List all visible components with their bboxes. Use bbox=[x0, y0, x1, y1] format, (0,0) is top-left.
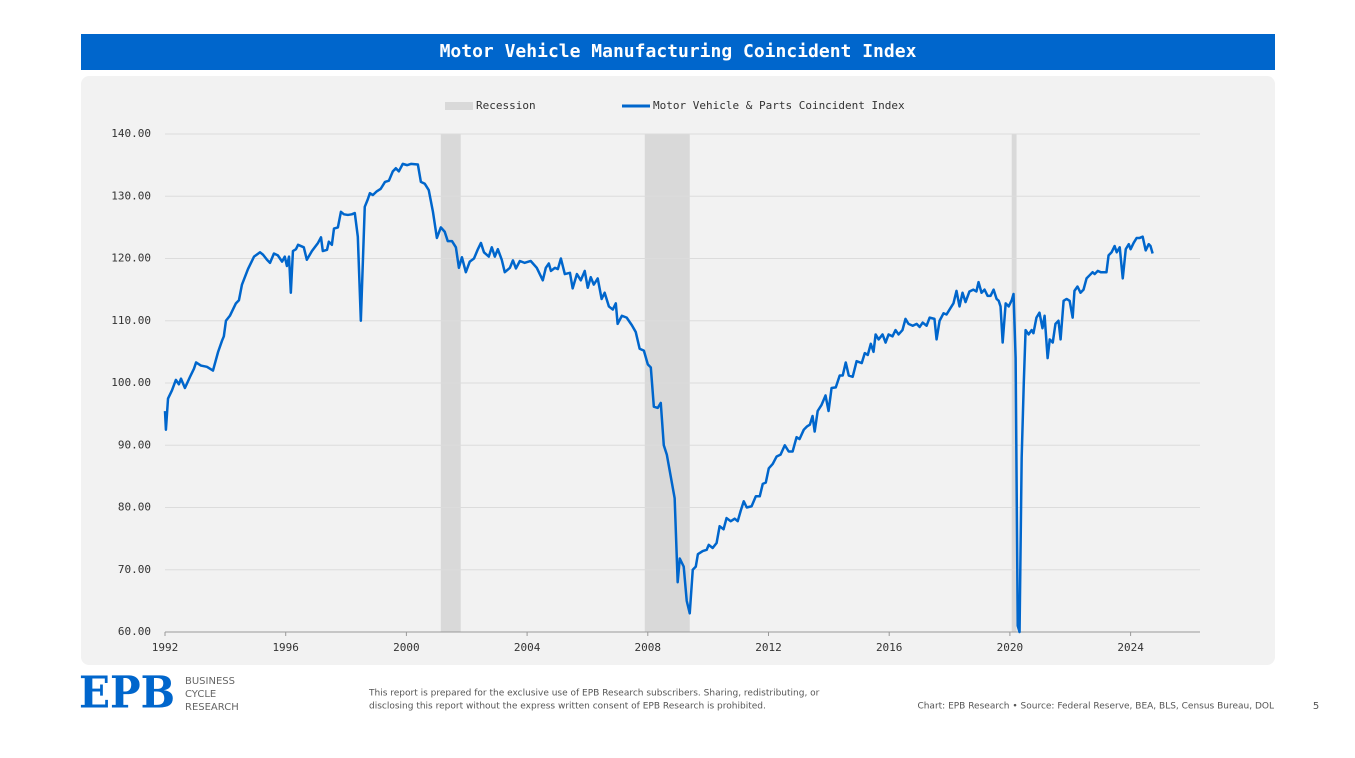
x-tick-label: 1996 bbox=[272, 641, 299, 654]
brand-line: BUSINESS bbox=[185, 676, 235, 687]
title-banner bbox=[81, 34, 1275, 70]
disclaimer: This report is prepared for the exclusiv… bbox=[368, 689, 820, 699]
y-tick-label: 110.00 bbox=[111, 314, 151, 327]
y-tick-label: 120.00 bbox=[111, 252, 151, 265]
chart-title: Motor Vehicle Manufacturing Coincident I… bbox=[440, 41, 917, 62]
x-tick-label: 1992 bbox=[152, 641, 179, 654]
y-tick-label: 100.00 bbox=[111, 376, 151, 389]
legend-label: Motor Vehicle & Parts Coincident Index bbox=[653, 99, 905, 112]
x-tick-label: 2016 bbox=[876, 641, 903, 654]
y-tick-label: 80.00 bbox=[118, 501, 151, 514]
x-tick-label: 2012 bbox=[755, 641, 782, 654]
x-tick-label: 2020 bbox=[997, 641, 1024, 654]
brand-line: CYCLE bbox=[185, 689, 216, 700]
y-tick-label: 90.00 bbox=[118, 438, 151, 451]
y-tick-label: 140.00 bbox=[111, 127, 151, 140]
y-tick-label: 60.00 bbox=[118, 625, 151, 638]
brand-line: RESEARCH bbox=[185, 702, 239, 713]
disclaimer: disclosing this report without the expre… bbox=[369, 702, 766, 712]
page-number: 5 bbox=[1313, 701, 1319, 712]
series-line bbox=[163, 162, 1154, 634]
x-tick-label: 2004 bbox=[514, 641, 541, 654]
x-tick-label: 2008 bbox=[635, 641, 662, 654]
x-tick-label: 2000 bbox=[393, 641, 420, 654]
legend-swatch bbox=[445, 102, 473, 110]
y-tick-label: 70.00 bbox=[118, 563, 151, 576]
x-tick-label: 2024 bbox=[1117, 641, 1144, 654]
source: Chart: EPB Research • Source: Federal Re… bbox=[917, 702, 1274, 712]
legend-label: Recession bbox=[476, 99, 536, 112]
y-tick-label: 130.00 bbox=[111, 189, 151, 202]
logo: EPB bbox=[79, 668, 175, 719]
